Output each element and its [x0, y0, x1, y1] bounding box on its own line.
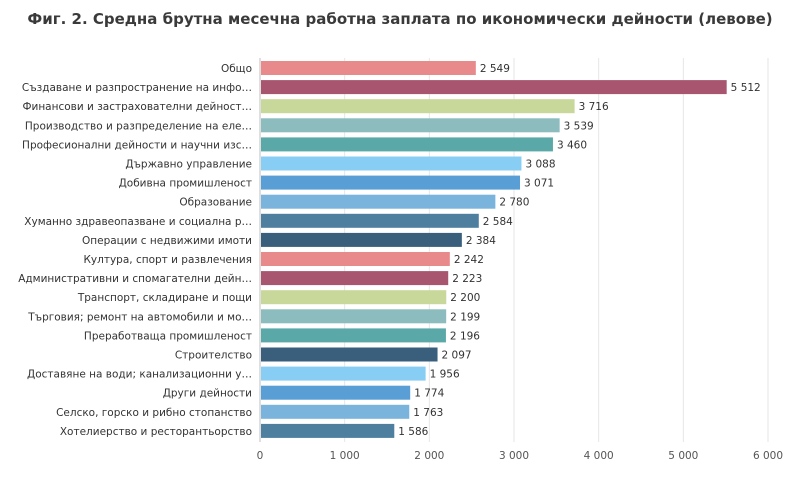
category-label: Транспорт, складиране и пощи [77, 292, 252, 304]
category-label: Добивна промишленост [119, 178, 252, 190]
data-label: 2 223 [452, 273, 482, 285]
data-label: 2 549 [480, 63, 510, 75]
bar[interactable] [261, 99, 575, 114]
category-label: Култура, спорт и развлечения [83, 254, 252, 266]
data-label: 2 384 [466, 235, 496, 247]
data-label: 3 460 [557, 139, 587, 151]
chart-title: Фиг. 2. Средна брутна месечна работна за… [27, 10, 773, 28]
bar[interactable] [261, 194, 496, 209]
x-tick-label: 6 000 [753, 450, 783, 462]
bar[interactable] [261, 328, 446, 343]
category-label: Други дейности [163, 388, 252, 400]
bar[interactable] [261, 290, 447, 305]
bar[interactable] [261, 213, 479, 228]
bar[interactable] [261, 366, 426, 381]
bar[interactable] [261, 252, 450, 266]
category-label: Селско, горско и рибно стопанство [56, 407, 252, 419]
bar[interactable] [261, 175, 521, 190]
data-label: 2 242 [454, 254, 484, 266]
data-label: 1 956 [430, 369, 460, 381]
bar[interactable] [261, 423, 395, 438]
data-label: 2 196 [450, 330, 480, 342]
category-label: Доставяне на води; канализационни у… [27, 369, 252, 381]
bar[interactable] [261, 385, 411, 400]
bar[interactable] [261, 61, 476, 75]
x-tick-label: 2 000 [414, 450, 444, 462]
data-label: 2 584 [483, 216, 513, 228]
bar[interactable] [261, 347, 438, 362]
category-label: Образование [179, 197, 252, 209]
category-label: Преработваща промишленост [84, 330, 252, 342]
category-label: Хуманно здравеопазване и социална р… [24, 216, 252, 228]
data-label: 2 780 [499, 197, 529, 209]
category-label: Създаване и разпространение на инфо… [22, 82, 252, 94]
bar[interactable] [261, 271, 449, 286]
data-label: 3 539 [564, 120, 594, 132]
category-label: Операции с недвижими имоти [82, 235, 252, 247]
data-label: 2 199 [450, 311, 480, 323]
bar[interactable] [261, 309, 447, 324]
bar[interactable] [261, 156, 522, 171]
data-label: 3 716 [579, 101, 609, 113]
category-label: Хотелиерство и ресторантьорство [60, 426, 252, 438]
bar[interactable] [261, 404, 410, 419]
bar[interactable] [261, 118, 560, 133]
bar[interactable] [261, 232, 462, 247]
category-label: Общо [221, 63, 252, 75]
data-label: 2 097 [442, 350, 472, 362]
data-label: 1 586 [398, 426, 428, 438]
data-label: 3 071 [524, 178, 554, 190]
x-tick-label: 3 000 [499, 450, 529, 462]
category-label: Производство и разпределение на еле… [25, 120, 252, 132]
category-label: Административни и спомагателни дейн… [18, 273, 252, 285]
data-label: 1 763 [413, 407, 443, 419]
bar[interactable] [261, 137, 553, 152]
category-label: Търговия; ремонт на автомобили и мо… [27, 311, 252, 323]
x-tick-label: 5 000 [668, 450, 698, 462]
category-label: Финансови и застрахователни дейност… [22, 101, 252, 113]
data-label: 5 512 [731, 82, 761, 94]
bar[interactable] [261, 80, 727, 95]
x-tick-label: 1 000 [330, 450, 360, 462]
data-label: 1 774 [414, 388, 444, 400]
data-label: 3 088 [525, 159, 555, 171]
category-label: Професионални дейности и научни изс… [22, 139, 252, 151]
x-tick-label: 4 000 [584, 450, 614, 462]
category-label: Строителство [175, 350, 252, 362]
data-label: 2 200 [450, 292, 480, 304]
category-label: Държавно управление [125, 159, 252, 171]
x-tick-label: 0 [257, 450, 264, 462]
